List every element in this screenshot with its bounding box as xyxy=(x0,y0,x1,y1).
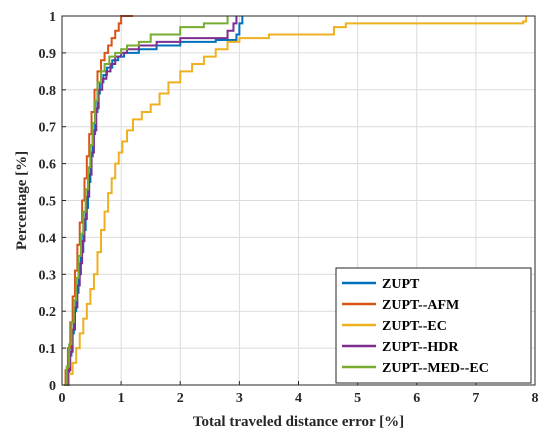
legend-entry: ZUPT xyxy=(382,277,420,292)
y-tick-label: 0.1 xyxy=(39,342,57,357)
series-line-2 xyxy=(63,15,133,386)
y-axis-label: Percentage [%] xyxy=(14,151,30,250)
y-tick-label: 0.8 xyxy=(39,84,57,99)
x-tick-label: 7 xyxy=(472,391,479,406)
y-tick-label: 0.6 xyxy=(39,158,57,173)
legend: ZUPT ZUPT--AFM ZUPT--EC ZUPT--HDR ZUPT--MED-… xyxy=(335,267,532,384)
series-line-3 xyxy=(66,16,528,386)
x-tick-label: 8 xyxy=(532,391,539,406)
legend-entry: ZUPT--HDR xyxy=(382,340,459,355)
y-tick-label: 0.7 xyxy=(39,121,57,136)
x-axis-label: Total traveled distance error [%] xyxy=(193,414,404,430)
y-tick-label: 0.2 xyxy=(39,305,57,320)
y-tick-label: 0.9 xyxy=(39,47,57,62)
y-tick-label: 0.3 xyxy=(39,268,57,283)
x-tick-label: 2 xyxy=(177,391,184,406)
y-tick-label: 0.4 xyxy=(39,231,57,246)
legend-entry: ZUPT--EC xyxy=(382,319,447,334)
x-tick-label: 3 xyxy=(236,391,243,406)
x-tick-label: 1 xyxy=(118,391,125,406)
y-tick-label: 1 xyxy=(49,10,56,25)
x-tick-label: 5 xyxy=(354,391,361,406)
y-tick-label: 0 xyxy=(49,379,56,394)
tick-labels: 0 1 2 3 4 5 6 7 8 0 0.1 0.2 0.3 0.4 0.5 0.6 0.7 0.8 0.9 1 xyxy=(39,10,539,406)
legend-entry: ZUPT--AFM xyxy=(382,298,459,313)
x-tick-label: 0 xyxy=(59,391,66,406)
y-tick-label: 0.5 xyxy=(39,195,57,210)
legend-entry: ZUPT--MED--EC xyxy=(382,361,489,376)
series-lines xyxy=(63,15,528,386)
x-tick-label: 4 xyxy=(295,391,302,406)
series-line-5 xyxy=(64,16,229,386)
x-tick-label: 6 xyxy=(413,391,420,406)
series-line-4 xyxy=(65,16,238,386)
series-line-1 xyxy=(64,16,244,386)
